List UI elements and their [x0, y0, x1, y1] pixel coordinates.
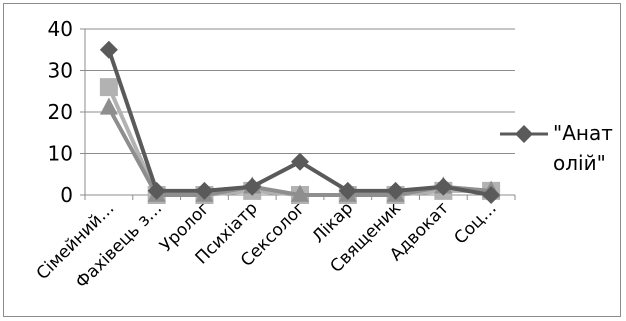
x-tick-label: Фахівець з… — [72, 198, 166, 292]
y-tick-label: 20 — [48, 100, 73, 124]
series-0 — [99, 40, 501, 204]
legend-series-marker — [515, 125, 533, 143]
data-point — [434, 177, 453, 196]
data-point — [195, 181, 214, 200]
legend: "Анат олій" — [500, 121, 613, 175]
data-point — [291, 152, 309, 171]
y-tick-label: 40 — [48, 17, 73, 41]
data-point — [99, 97, 118, 115]
data-point — [99, 40, 118, 59]
y-tick-label: 30 — [48, 59, 73, 83]
data-point — [338, 181, 357, 200]
y-tick-label: 0 — [60, 183, 73, 207]
x-axis-ticks: Сімейний…Фахівець з…УрологПсихіатрСексол… — [33, 198, 501, 292]
data-point — [147, 181, 166, 200]
series-line — [106, 49, 492, 197]
data-point — [386, 181, 405, 200]
series-layer — [99, 40, 501, 204]
data-point — [243, 177, 262, 196]
series-line — [107, 86, 492, 197]
y-axis-ticks: 0 10 20 30 40 — [48, 17, 73, 207]
data-point — [291, 184, 309, 202]
data-point — [482, 186, 501, 204]
data-point — [99, 78, 118, 97]
legend-label-line1: "Анат — [553, 121, 613, 145]
y-tick-label: 10 — [48, 142, 73, 166]
x-tick-label: Соц… — [451, 198, 501, 248]
legend-label-line2: олій" — [553, 151, 606, 175]
series-line — [107, 106, 492, 197]
